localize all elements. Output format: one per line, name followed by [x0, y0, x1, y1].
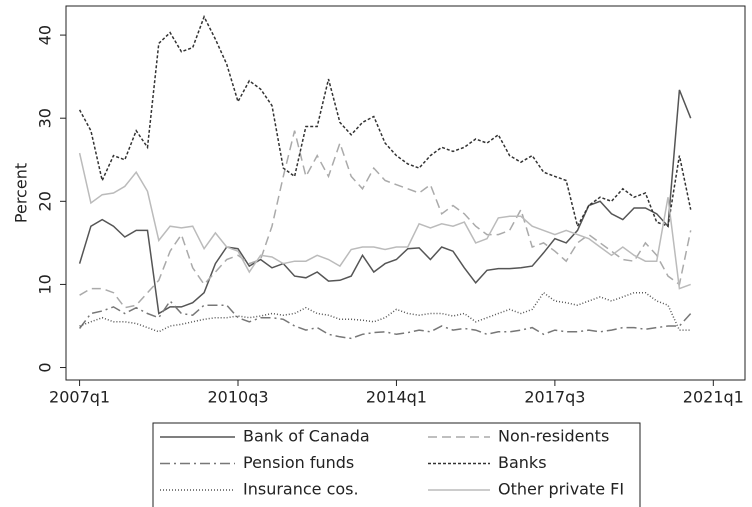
series-line: [79, 299, 692, 340]
legend-label: Insurance cos.: [243, 480, 359, 499]
y-tick-label: 40: [36, 25, 55, 45]
y-tick-label: 30: [36, 108, 55, 128]
plot-frame: [65, 5, 746, 381]
series-line: [78, 152, 691, 290]
series-line: [78, 14, 692, 229]
series-line: [79, 130, 692, 309]
legend-label: Pension funds: [243, 453, 354, 472]
x-tick-label: 2010q3: [207, 388, 268, 407]
series-line: [79, 291, 691, 333]
y-tick-label: 10: [36, 274, 55, 294]
x-tick-label: 2017q3: [524, 388, 585, 407]
legend-label: Other private FI: [498, 480, 624, 499]
y-tick-label: 0: [36, 362, 55, 372]
x-tick-label: 2014q1: [366, 388, 427, 407]
legend-label: Banks: [498, 453, 547, 472]
series-line: [78, 89, 692, 315]
legend-label: Non-residents: [498, 427, 609, 446]
x-tick-label: 2007q1: [49, 388, 110, 407]
y-tick-label: 20: [36, 191, 55, 211]
x-tick-label: 2021q1: [683, 388, 744, 407]
y-axis-label: Percent: [12, 163, 31, 223]
legend-label: Bank of Canada: [243, 427, 370, 446]
